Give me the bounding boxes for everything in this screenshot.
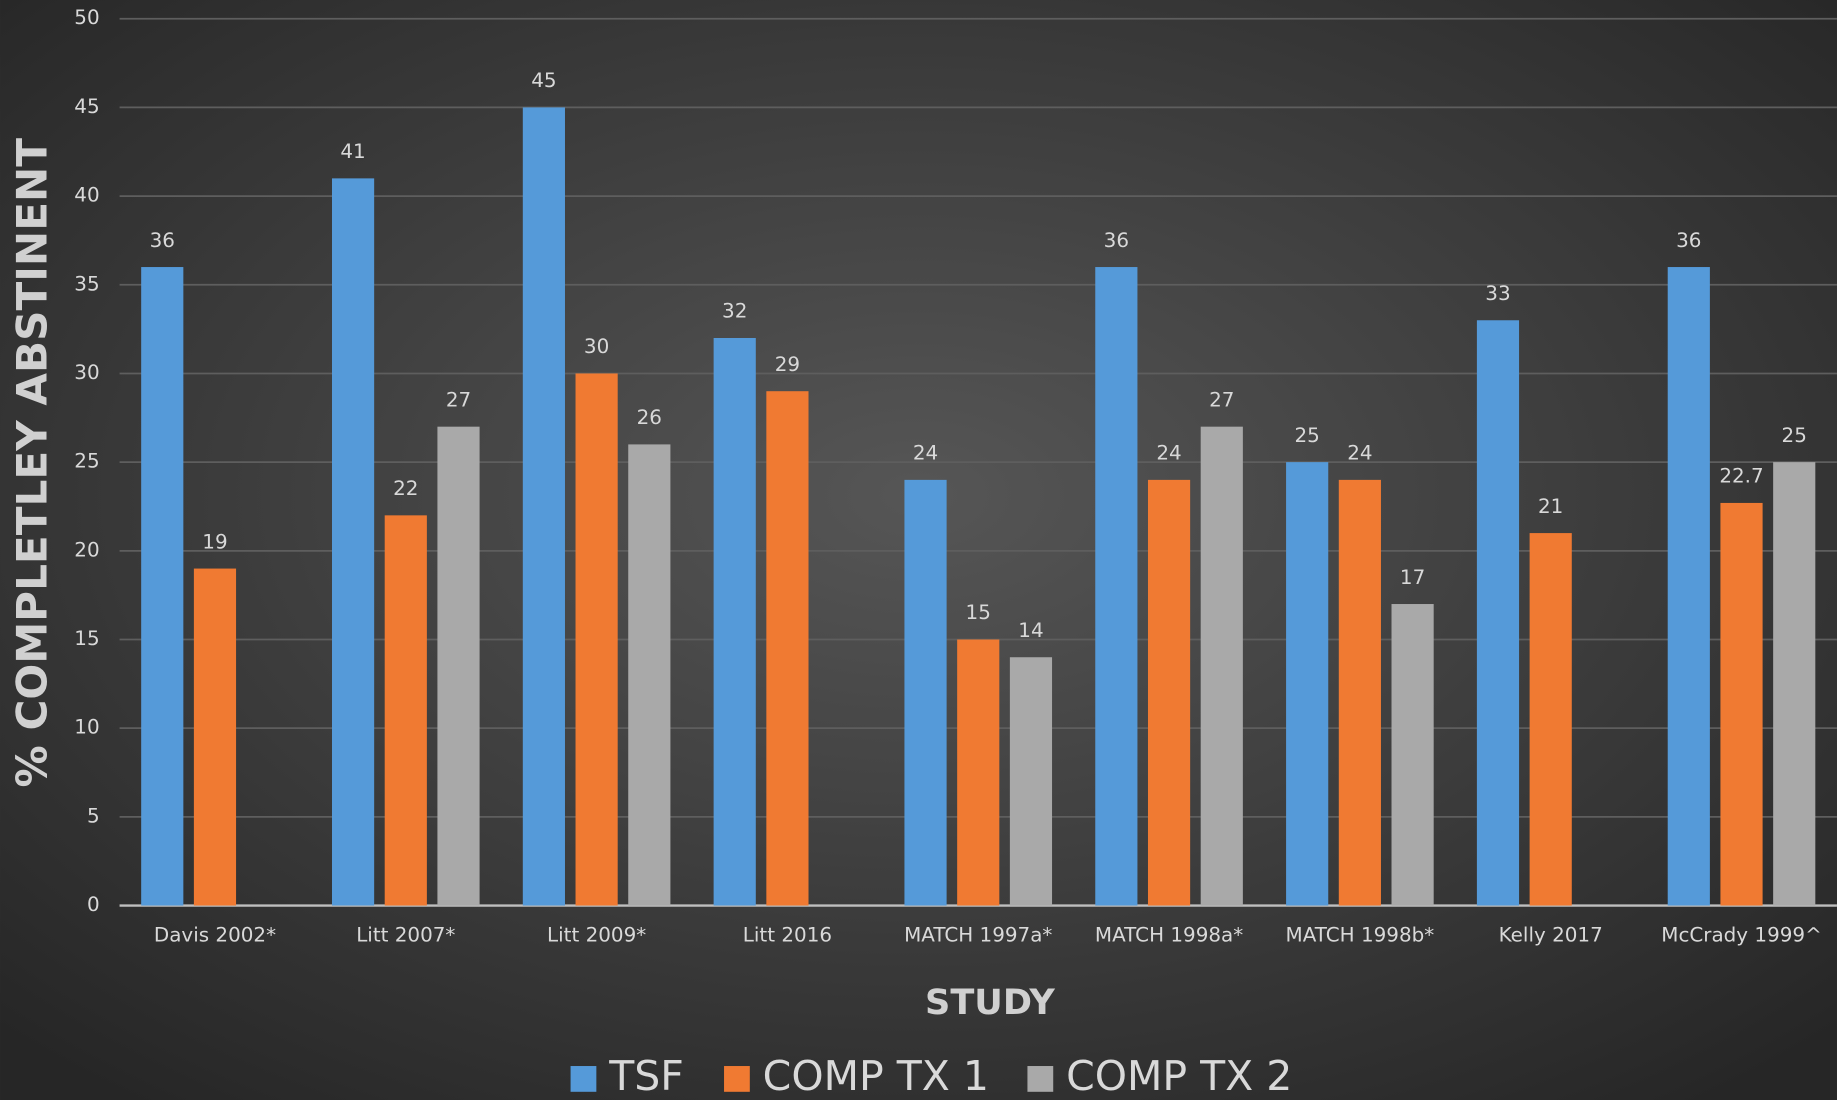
x-tick-label: Litt 2016 bbox=[743, 923, 832, 946]
legend-swatch bbox=[1027, 1066, 1054, 1092]
bar bbox=[1009, 657, 1053, 906]
bar bbox=[1529, 533, 1572, 906]
bar bbox=[1667, 267, 1710, 906]
y-tick-label: 15 bbox=[74, 627, 99, 650]
legend-swatch bbox=[724, 1066, 750, 1092]
x-tick-label: Litt 2007* bbox=[356, 923, 455, 946]
value-label: 36 bbox=[150, 229, 175, 252]
bar bbox=[766, 391, 809, 906]
bar bbox=[713, 337, 756, 906]
y-tick-label: 10 bbox=[74, 716, 99, 739]
value-label: 21 bbox=[1538, 495, 1563, 518]
bar bbox=[1391, 604, 1434, 906]
bar bbox=[1147, 479, 1191, 906]
value-label: 27 bbox=[1209, 388, 1234, 411]
bar bbox=[1338, 479, 1381, 906]
bar bbox=[1720, 502, 1763, 906]
bar bbox=[904, 479, 947, 906]
legend-label: COMP TX 1 bbox=[763, 1052, 989, 1100]
bar bbox=[1095, 267, 1138, 906]
y-tick-label: 30 bbox=[74, 361, 99, 384]
bar bbox=[1200, 426, 1243, 906]
bar bbox=[1773, 462, 1816, 906]
value-label: 17 bbox=[1400, 566, 1425, 589]
x-tick-label: Kelly 2017 bbox=[1499, 923, 1603, 946]
value-label: 24 bbox=[1347, 442, 1372, 465]
y-axis-title: % COMPLETLEY ABSTINENT bbox=[8, 138, 57, 788]
value-label: 24 bbox=[913, 442, 938, 465]
value-label: 36 bbox=[1676, 229, 1701, 252]
y-tick-label: 40 bbox=[74, 184, 99, 207]
bar bbox=[522, 107, 565, 906]
x-tick-label: MATCH 1998b* bbox=[1286, 923, 1435, 946]
y-tick-label: 0 bbox=[87, 893, 100, 916]
bar bbox=[628, 444, 671, 906]
bar bbox=[193, 568, 237, 906]
value-label: 26 bbox=[637, 406, 662, 429]
value-label: 41 bbox=[340, 140, 365, 163]
value-label: 19 bbox=[202, 530, 227, 553]
value-label: 25 bbox=[1294, 424, 1319, 447]
value-label: 30 bbox=[584, 335, 609, 358]
bar bbox=[331, 178, 375, 906]
legend-swatch bbox=[570, 1066, 597, 1092]
bar bbox=[575, 373, 618, 906]
x-tick-label: MATCH 1997a* bbox=[904, 923, 1052, 946]
value-label: 24 bbox=[1156, 442, 1181, 465]
value-label: 32 bbox=[722, 300, 747, 323]
x-tick-label: MATCH 1998a* bbox=[1095, 923, 1243, 946]
x-axis-title: STUDY bbox=[925, 982, 1055, 1023]
legend-label: TSF bbox=[608, 1052, 684, 1100]
value-label: 14 bbox=[1018, 619, 1043, 642]
value-label: 29 bbox=[775, 353, 800, 376]
bar bbox=[141, 267, 184, 906]
value-label: 33 bbox=[1485, 282, 1510, 305]
bar bbox=[1476, 320, 1520, 906]
value-label: 36 bbox=[1104, 229, 1129, 252]
x-tick-label: Litt 2009* bbox=[547, 923, 646, 946]
x-tick-label: Davis 2002* bbox=[154, 923, 276, 946]
y-tick-label: 25 bbox=[74, 450, 99, 473]
value-label: 25 bbox=[1782, 424, 1807, 447]
bar bbox=[1286, 462, 1329, 906]
bar bbox=[384, 515, 427, 906]
value-label: 22 bbox=[393, 477, 418, 500]
y-tick-label: 45 bbox=[74, 95, 99, 118]
bar bbox=[437, 426, 480, 906]
value-label: 15 bbox=[966, 601, 991, 624]
y-tick-label: 5 bbox=[87, 804, 100, 827]
y-tick-label: 35 bbox=[74, 272, 99, 295]
legend-label: COMP TX 2 bbox=[1066, 1052, 1292, 1100]
value-label: 22.7 bbox=[1719, 465, 1763, 488]
value-label: 27 bbox=[446, 388, 471, 411]
y-tick-label: 20 bbox=[74, 538, 99, 561]
value-label: 45 bbox=[531, 69, 556, 92]
x-tick-label: McCrady 1999^ bbox=[1661, 923, 1822, 946]
y-tick-label: 50 bbox=[74, 6, 99, 29]
bar bbox=[957, 639, 1000, 906]
